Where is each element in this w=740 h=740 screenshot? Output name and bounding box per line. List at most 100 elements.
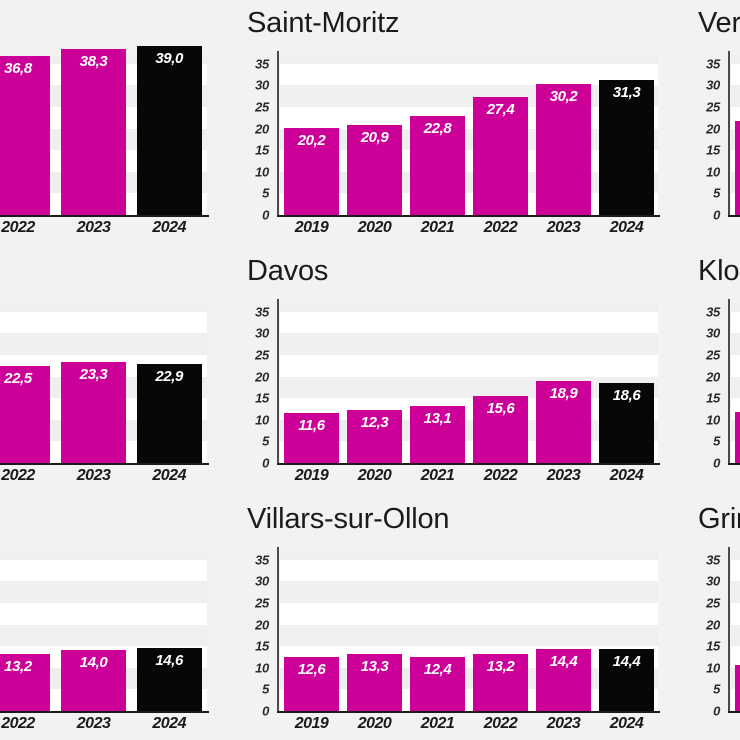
x-axis-tick-label: 2024 [609, 715, 644, 732]
bar-cell[interactable]: 22,8 [406, 55, 469, 215]
bar[interactable]: 30,2 [536, 84, 591, 215]
bar-cell[interactable]: 12,6 [280, 551, 343, 711]
bar-cell[interactable]: 39,0 [131, 46, 207, 215]
bar-cell[interactable]: 12,3 [343, 303, 406, 463]
bar-cell[interactable]: 15,6 [469, 303, 532, 463]
y-axis-tick: 25 [255, 347, 269, 363]
grid-band [731, 551, 740, 560]
bar-series: 11,6 12,3 13,1 15,6 18,9 18,6 [280, 303, 658, 463]
bar-cell[interactable]: 14,0 [56, 551, 132, 711]
bar[interactable]: 10,6 [735, 665, 740, 711]
bar-cell[interactable]: 20,9 [343, 55, 406, 215]
grid-band [731, 303, 740, 312]
bar[interactable]: 15,6 [473, 395, 528, 463]
bar-cell[interactable]: 11,6 [280, 303, 343, 463]
bar[interactable]: 27,4 [473, 96, 528, 215]
bar-cell[interactable]: 36,8 [0, 55, 56, 215]
y-axis-tick: 20 [255, 121, 269, 136]
bar[interactable]: 20,2 [284, 127, 339, 215]
bar-cell[interactable]: 12,4 [406, 551, 469, 711]
y-axis-tick: 10 [706, 164, 720, 180]
y-axis-tick: 20 [706, 121, 720, 136]
bar[interactable]: 20,9 [347, 124, 402, 215]
bar-series: 21,821,523,425,626,927,2 [731, 55, 740, 215]
bar-cell[interactable]: 20,2 [280, 55, 343, 215]
y-axis-tick: 25 [706, 99, 720, 115]
y-axis-line [277, 547, 279, 711]
bar-value-label: 30,2 [549, 88, 578, 106]
bar-cell[interactable]: 27,4 [469, 55, 532, 215]
bar-cell[interactable]: 31,3 [595, 55, 658, 215]
panel-title: Villars-sur-Ollon [247, 503, 450, 535]
y-axis-tick: 25 [255, 595, 269, 611]
bar[interactable]: 12,3 [347, 409, 402, 463]
bar[interactable]: 12,6 [284, 656, 339, 711]
grid-band [280, 624, 658, 647]
grid-band [731, 85, 740, 107]
bar-cell[interactable]: 18,6 [595, 303, 658, 463]
bar-highlight[interactable]: 39,0 [136, 46, 202, 215]
bar-cell[interactable]: 13,1 [406, 303, 469, 463]
y-axis-tick: 10 [706, 412, 720, 428]
bar-cell[interactable]: 22,9 [131, 303, 207, 463]
bar[interactable]: 13,2 [473, 653, 528, 711]
y-axis-tick: 5 [713, 185, 720, 201]
bar-cell[interactable]: 14,4 [595, 551, 658, 711]
bar-highlight[interactable]: 22,9 [136, 363, 202, 463]
x-axis-tick-label: 2023 [76, 715, 111, 732]
bar-value-label: 38,3 [79, 53, 108, 71]
grid-band [0, 333, 207, 355]
bar-cell[interactable]: 14,6 [131, 551, 207, 711]
bar[interactable]: 18,9 [536, 381, 591, 463]
grid-band [280, 551, 658, 560]
bar-highlight[interactable]: 31,3 [599, 79, 654, 215]
y-axis: 35 30 25 20 15 10 5 0 [698, 551, 724, 718]
bar[interactable]: 22,8 [410, 116, 465, 215]
bar-highlight[interactable]: 14,4 [599, 648, 654, 711]
bar[interactable]: 11,6 [284, 412, 339, 463]
y-axis-tick: 35 [255, 552, 269, 568]
bar-cell[interactable]: 38,3 [56, 49, 132, 215]
bar[interactable]: 12,4 [410, 657, 465, 711]
bar[interactable]: 13,2 [0, 653, 51, 711]
bar-value-label: 12,3 [360, 413, 389, 431]
bar[interactable]: 11,7 [735, 412, 740, 463]
bar-cell[interactable]: 22,5 [0, 303, 56, 463]
bar[interactable]: 36,8 [0, 55, 51, 215]
y-axis: 35 30 25 20 15 10 5 0 [247, 551, 273, 718]
y-axis-tick: 25 [706, 347, 720, 363]
bar[interactable]: 22,5 [0, 365, 51, 463]
bar[interactable]: 21,8 [735, 120, 740, 215]
bar-cell[interactable]: 21,8 [731, 55, 740, 215]
y-axis-line [728, 547, 730, 711]
bar[interactable]: 14,0 [61, 650, 127, 711]
bar[interactable]: 14,4 [536, 648, 591, 711]
bar-highlight[interactable]: 14,6 [136, 647, 202, 711]
bar-highlight[interactable]: 18,6 [599, 382, 654, 463]
bar[interactable]: 13,3 [347, 653, 402, 711]
bar-cell[interactable]: 23,3 [56, 303, 132, 463]
bar[interactable]: 13,1 [410, 406, 465, 463]
bar-cell[interactable]: 13,3 [343, 551, 406, 711]
bar[interactable]: 38,3 [61, 49, 127, 215]
bar[interactable]: 23,3 [61, 362, 127, 463]
bar-cell[interactable]: 13,2 [0, 551, 56, 711]
bar-cell[interactable]: 30,2 [532, 55, 595, 215]
panel-title: Grimentz [698, 503, 740, 535]
y-axis-tick: 25 [706, 595, 720, 611]
x-axis-tick-label: 2021 [420, 467, 455, 484]
bar-cell[interactable]: 10,6 [731, 551, 740, 711]
bar-cell[interactable]: 14,4 [532, 551, 595, 711]
bar-cell[interactable]: 18,9 [532, 303, 595, 463]
bar-value-label: 11,7 [735, 416, 740, 433]
bar-cell[interactable]: 13,2 [469, 551, 532, 711]
chart-panel-zermatt: Zermatt3530252015105030,532,936,838,339,… [0, 0, 213, 248]
bar-cell[interactable]: 11,7 [731, 303, 740, 463]
y-axis-tick: 30 [255, 77, 269, 93]
plot-area: 35 30 25 20 15 10 5 0 12,6 13,3 12,4 13,2 14,4 14,4 20… [247, 547, 660, 732]
x-axis-tick-label: 2022 [1, 219, 35, 236]
x-axis-line [728, 215, 740, 217]
bar-value-label: 14,4 [549, 652, 578, 670]
